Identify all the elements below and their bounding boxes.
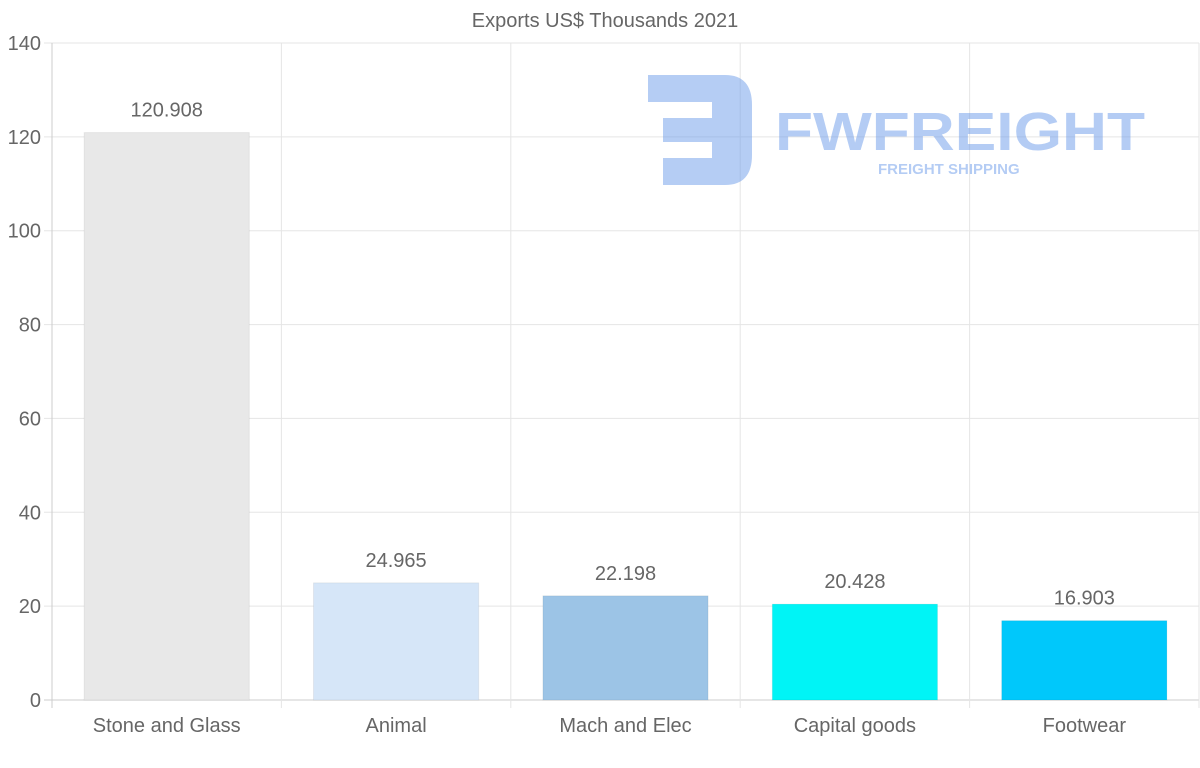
axis-layer: 0 20 40 60 80 100 120 140 Stone and Glass Animal M… — [8, 33, 1127, 737]
chart-title: Exports US$ Thousands 2021 — [472, 10, 738, 32]
bars-layer — [83, 132, 1168, 701]
bar — [313, 582, 480, 701]
data-label: 16.903 — [1054, 588, 1115, 610]
y-tick-label: 100 — [8, 221, 41, 243]
y-tick-label: 140 — [8, 33, 41, 55]
y-tick-label: 40 — [19, 502, 41, 524]
bar — [83, 132, 250, 701]
y-tick-label: 0 — [30, 690, 41, 712]
data-label: 20.428 — [824, 571, 885, 593]
x-tick-label: Animal — [366, 715, 427, 737]
y-tick-label: 60 — [19, 408, 41, 430]
watermark-tagline: FREIGHT SHIPPING — [878, 161, 1020, 178]
y-tick-label: 80 — [19, 315, 41, 337]
watermark-brand: FWFREIGHT — [775, 102, 1145, 162]
bar — [1001, 620, 1168, 701]
y-tick-label: 120 — [8, 127, 41, 149]
x-tick-label: Capital goods — [794, 715, 916, 737]
fwfreight-logo-icon — [648, 75, 752, 185]
bar — [771, 603, 938, 701]
x-tick-label: Footwear — [1043, 715, 1127, 737]
y-tick-label: 20 — [19, 596, 41, 618]
x-tick-label: Mach and Elec — [559, 715, 691, 737]
watermark-logo: FWFREIGHT FREIGHT SHIPPING — [648, 75, 1145, 185]
data-labels-layer: 120.908 24.965 22.198 20.428 16.903 — [131, 100, 1115, 610]
data-label: 120.908 — [131, 100, 203, 122]
bar — [542, 595, 709, 701]
data-label: 22.198 — [595, 563, 656, 585]
x-tick-label: Stone and Glass — [93, 715, 241, 737]
data-label: 24.965 — [366, 550, 427, 572]
